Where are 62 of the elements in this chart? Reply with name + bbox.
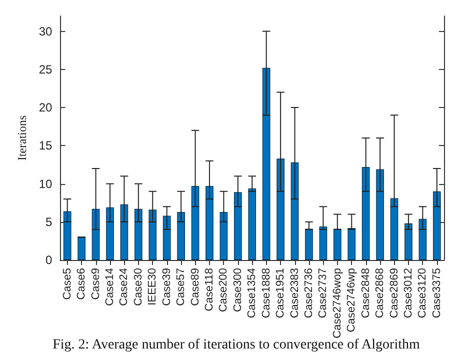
x-tick-label: Case39 [160,268,173,306]
x-tick-label: Case2736 [302,268,315,318]
x-tick-label: Case89 [189,268,202,306]
x-tick-label: Case1951 [274,268,287,318]
bar [191,186,200,260]
x-tick-label: IEEE30 [146,268,159,306]
bar [333,228,342,260]
x-tick-label: Case118 [203,268,216,312]
y-tick-label: 0 [46,253,53,267]
bar [234,192,242,260]
x-tick-label: Case14 [104,268,116,306]
x-tick-label: Case2869 [388,268,400,318]
bar [78,237,86,260]
x-tick-label: Case5 [61,268,74,300]
x-tick-label: Case2383 [288,268,301,318]
bar [305,228,313,260]
bar [262,68,270,260]
y-tick-label: 25 [38,62,53,76]
bar [248,188,256,260]
bar [106,207,114,260]
bar [120,204,128,260]
bar [63,211,72,260]
x-tick-label: Case2848 [360,268,372,318]
bar [134,208,142,260]
x-tick-label: Case2868 [374,268,386,318]
bar [162,216,171,260]
x-tick-label: Case24 [118,268,130,306]
x-tick-label: Case200 [218,268,230,312]
x-tick-label: Case3375 [430,268,443,318]
y-tick-label: 15 [38,138,53,153]
x-tick-label: Case3012 [402,268,414,318]
bar [276,158,284,260]
x-tick-label: Case2737 [317,268,330,318]
bar [390,198,398,260]
bar [376,169,384,260]
x-tick-label: Case2746wp [346,268,358,332]
x-tick-label: Case1888 [260,268,272,318]
x-tick-label: Case3120 [416,268,429,318]
bar [290,162,299,260]
y-tick-label: 5 [46,214,53,229]
bar [362,166,370,260]
x-tick-label: Case6 [76,268,88,300]
bar [177,212,185,260]
x-tick-label: Case9 [90,268,102,300]
y-tick-label: 10 [38,176,53,191]
bar [319,226,328,260]
bar [220,212,228,260]
bar [206,186,214,260]
x-tick-label: Case2746wop [331,268,344,338]
x-tick-label: Case1354 [246,268,258,318]
y-tick-label: 20 [38,100,53,114]
bar [148,210,157,260]
bar [432,191,441,260]
bar [418,218,427,260]
x-tick-label: Case57 [175,268,188,306]
bar [348,228,356,260]
caption: Fig. 2: Average number of iterations to convergence of Algorithm [52,338,420,352]
bar [404,223,412,260]
x-tick-label: Case30 [132,268,144,306]
y-axis-title: Iterations [15,115,29,161]
x-tick-label: Case300 [232,268,244,312]
y-tick-label: 30 [38,24,53,38]
